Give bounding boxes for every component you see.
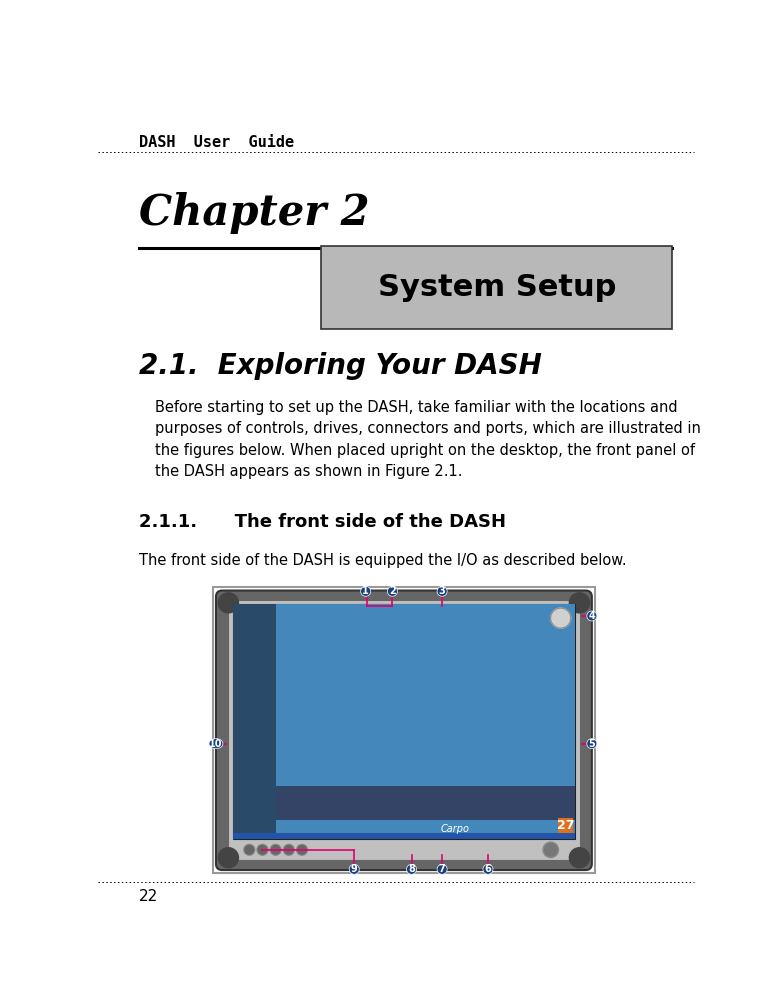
Ellipse shape (209, 739, 223, 748)
Circle shape (284, 845, 295, 855)
Circle shape (298, 846, 306, 854)
Circle shape (570, 593, 590, 613)
Text: 2.1.1.      The front side of the DASH: 2.1.1. The front side of the DASH (139, 513, 506, 531)
FancyBboxPatch shape (233, 604, 574, 840)
Circle shape (570, 848, 590, 868)
Text: The front side of the DASH is equipped the I/O as described below.: The front side of the DASH is equipped t… (139, 553, 627, 568)
Ellipse shape (349, 864, 359, 874)
Text: Before starting to set up the DASH, take familiar with the locations and: Before starting to set up the DASH, take… (155, 400, 677, 415)
Text: 22: 22 (139, 888, 158, 903)
Ellipse shape (407, 864, 417, 874)
Text: 6: 6 (485, 864, 492, 874)
Ellipse shape (587, 611, 597, 621)
Text: System Setup: System Setup (378, 273, 616, 302)
Text: purposes of controls, drives, connectors and ports, which are illustrated in: purposes of controls, drives, connectors… (155, 421, 700, 436)
Circle shape (257, 845, 268, 855)
Text: Chapter 2: Chapter 2 (139, 192, 369, 235)
FancyBboxPatch shape (213, 587, 595, 873)
FancyBboxPatch shape (216, 590, 592, 870)
Circle shape (258, 846, 267, 854)
FancyBboxPatch shape (276, 604, 574, 833)
Ellipse shape (587, 739, 597, 748)
Text: 5: 5 (588, 739, 595, 748)
Ellipse shape (361, 586, 371, 596)
Circle shape (284, 846, 293, 854)
Ellipse shape (483, 864, 493, 874)
Text: 2.1.  Exploring Your DASH: 2.1. Exploring Your DASH (139, 351, 542, 380)
FancyBboxPatch shape (557, 818, 573, 833)
Text: 10: 10 (209, 739, 223, 748)
Circle shape (218, 848, 238, 868)
FancyBboxPatch shape (276, 785, 574, 820)
Circle shape (243, 845, 255, 855)
Circle shape (550, 608, 570, 628)
Text: the figures below. When placed upright on the desktop, the front panel of: the figures below. When placed upright o… (155, 443, 695, 458)
Text: 9: 9 (351, 864, 358, 874)
FancyBboxPatch shape (228, 600, 580, 860)
Circle shape (271, 846, 280, 854)
Text: DASH  User  Guide: DASH User Guide (139, 135, 295, 150)
Circle shape (245, 846, 254, 854)
Circle shape (297, 845, 308, 855)
FancyBboxPatch shape (233, 833, 574, 840)
FancyBboxPatch shape (233, 604, 276, 833)
FancyBboxPatch shape (322, 247, 673, 328)
Circle shape (218, 593, 238, 613)
Text: 2: 2 (389, 586, 396, 596)
Text: 7: 7 (439, 864, 445, 874)
Text: 27: 27 (557, 819, 574, 832)
Text: 3: 3 (439, 586, 445, 596)
Text: the DASH appears as shown in Figure 2.1.: the DASH appears as shown in Figure 2.1. (155, 464, 462, 479)
Text: 8: 8 (408, 864, 415, 874)
Text: Carpo: Carpo (441, 824, 470, 834)
Circle shape (271, 845, 281, 855)
Circle shape (543, 842, 559, 858)
Text: 1: 1 (363, 586, 369, 596)
Circle shape (544, 844, 557, 856)
Ellipse shape (387, 586, 397, 596)
Ellipse shape (437, 864, 447, 874)
Text: 4: 4 (588, 611, 595, 621)
Ellipse shape (437, 586, 447, 596)
